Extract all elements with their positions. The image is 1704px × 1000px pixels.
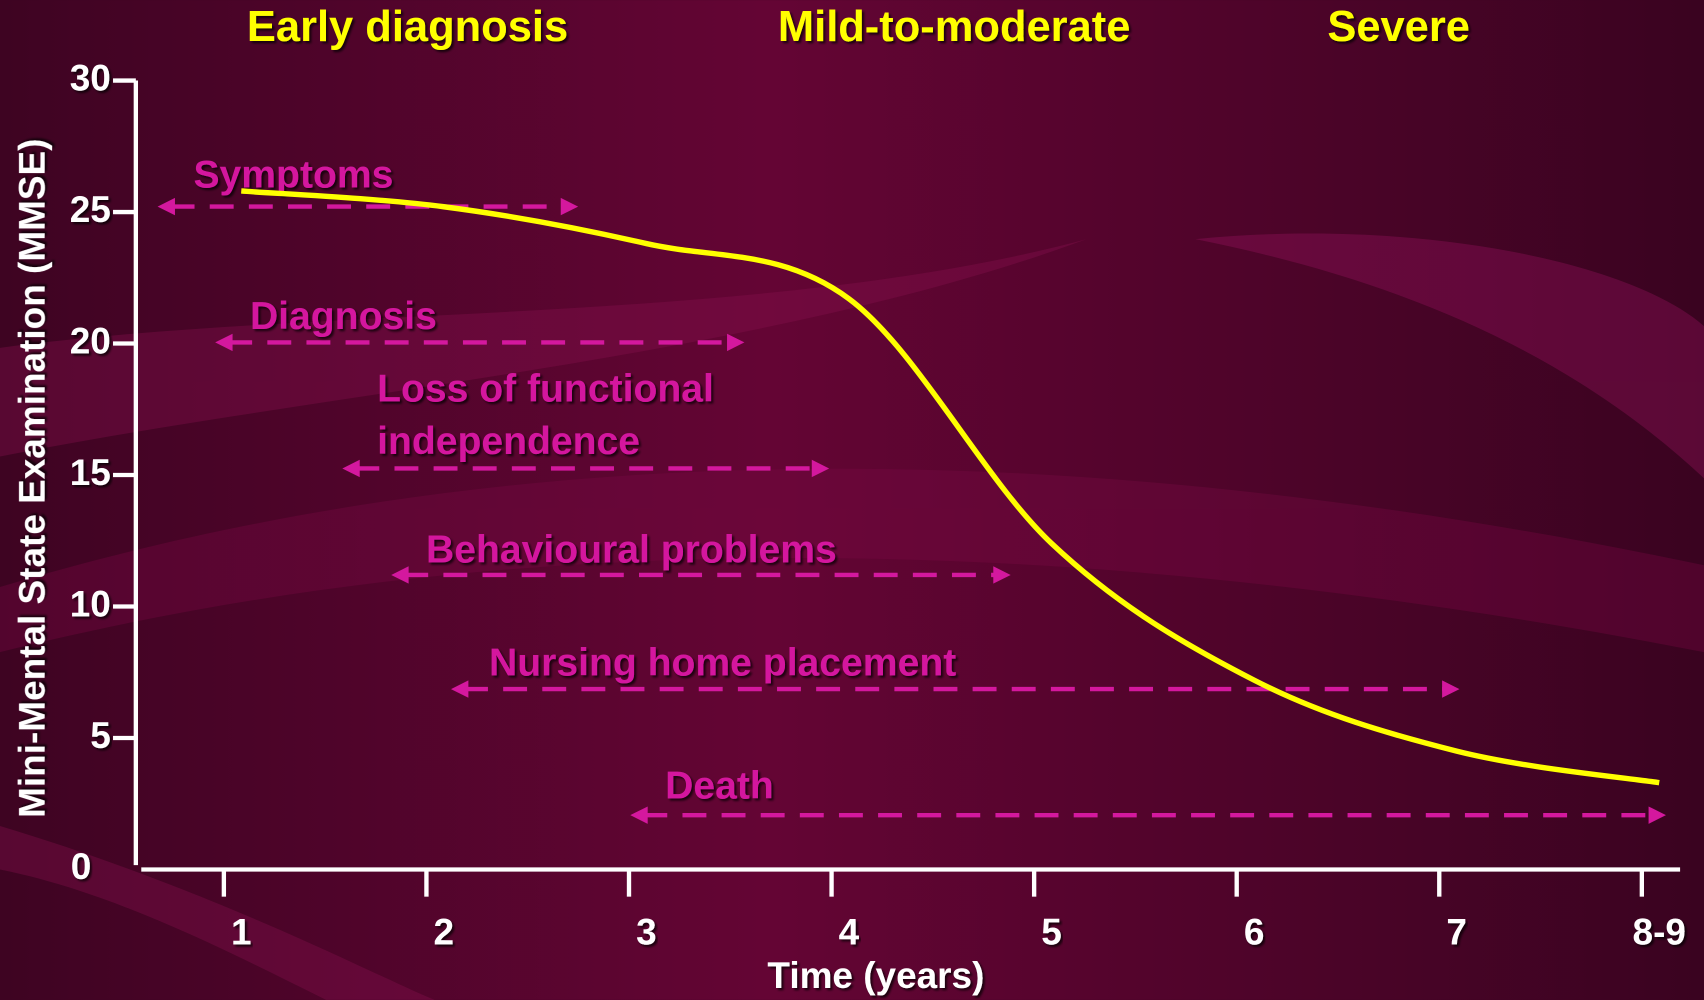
- arrow-head: [157, 197, 175, 216]
- arrow-head: [450, 680, 469, 698]
- annotation-label: Diagnosis: [250, 295, 437, 338]
- arrow-head: [1442, 680, 1460, 698]
- annotation-label: Nursing home placement: [489, 642, 956, 685]
- annotation-label: Loss of functional: [377, 368, 714, 411]
- y-tick-label: 5: [90, 715, 111, 756]
- y-tick-label: 0: [71, 846, 92, 887]
- arrow-head: [391, 566, 409, 584]
- arrow-head: [560, 197, 579, 216]
- x-tick-label: 5: [1041, 911, 1062, 952]
- y-tick-label: 15: [70, 452, 111, 493]
- arrow-head: [1648, 806, 1666, 824]
- arrow-head: [630, 806, 648, 824]
- arrow-head: [727, 333, 745, 352]
- x-tick-label: 2: [434, 911, 455, 952]
- x-axis-title: Time (years): [767, 955, 984, 996]
- x-tick-label: 6: [1244, 911, 1265, 952]
- x-tick-label: 3: [636, 911, 657, 952]
- x-tick-label: 4: [839, 911, 860, 952]
- x-tick-label: 1: [231, 911, 252, 952]
- arrow-head: [993, 566, 1011, 584]
- annotation-label: independence: [377, 420, 640, 463]
- arrow-head: [811, 459, 830, 478]
- background-swooshes: [0, 233, 1704, 1000]
- stage-label: Severe: [1327, 3, 1470, 51]
- annotation-label: Death: [665, 764, 774, 807]
- x-tick-label: 8-9: [1633, 911, 1686, 952]
- y-tick-label: 10: [70, 583, 111, 624]
- y-tick-label: 25: [70, 189, 111, 230]
- annotation-label: Symptoms: [193, 154, 393, 197]
- stage-label: Early diagnosis: [247, 3, 568, 51]
- arrow-head: [215, 333, 233, 352]
- annotation-label: Behavioural problems: [426, 528, 837, 571]
- line-series: [241, 188, 1660, 786]
- y-axis-title: Mini-Mental State Examination (MMSE): [12, 139, 53, 818]
- y-tick-label: 30: [70, 57, 111, 98]
- arrow-head: [342, 459, 360, 478]
- x-tick-label: 7: [1446, 911, 1467, 952]
- stage-label: Mild-to-moderate: [778, 3, 1130, 51]
- y-tick-label: 20: [70, 320, 111, 361]
